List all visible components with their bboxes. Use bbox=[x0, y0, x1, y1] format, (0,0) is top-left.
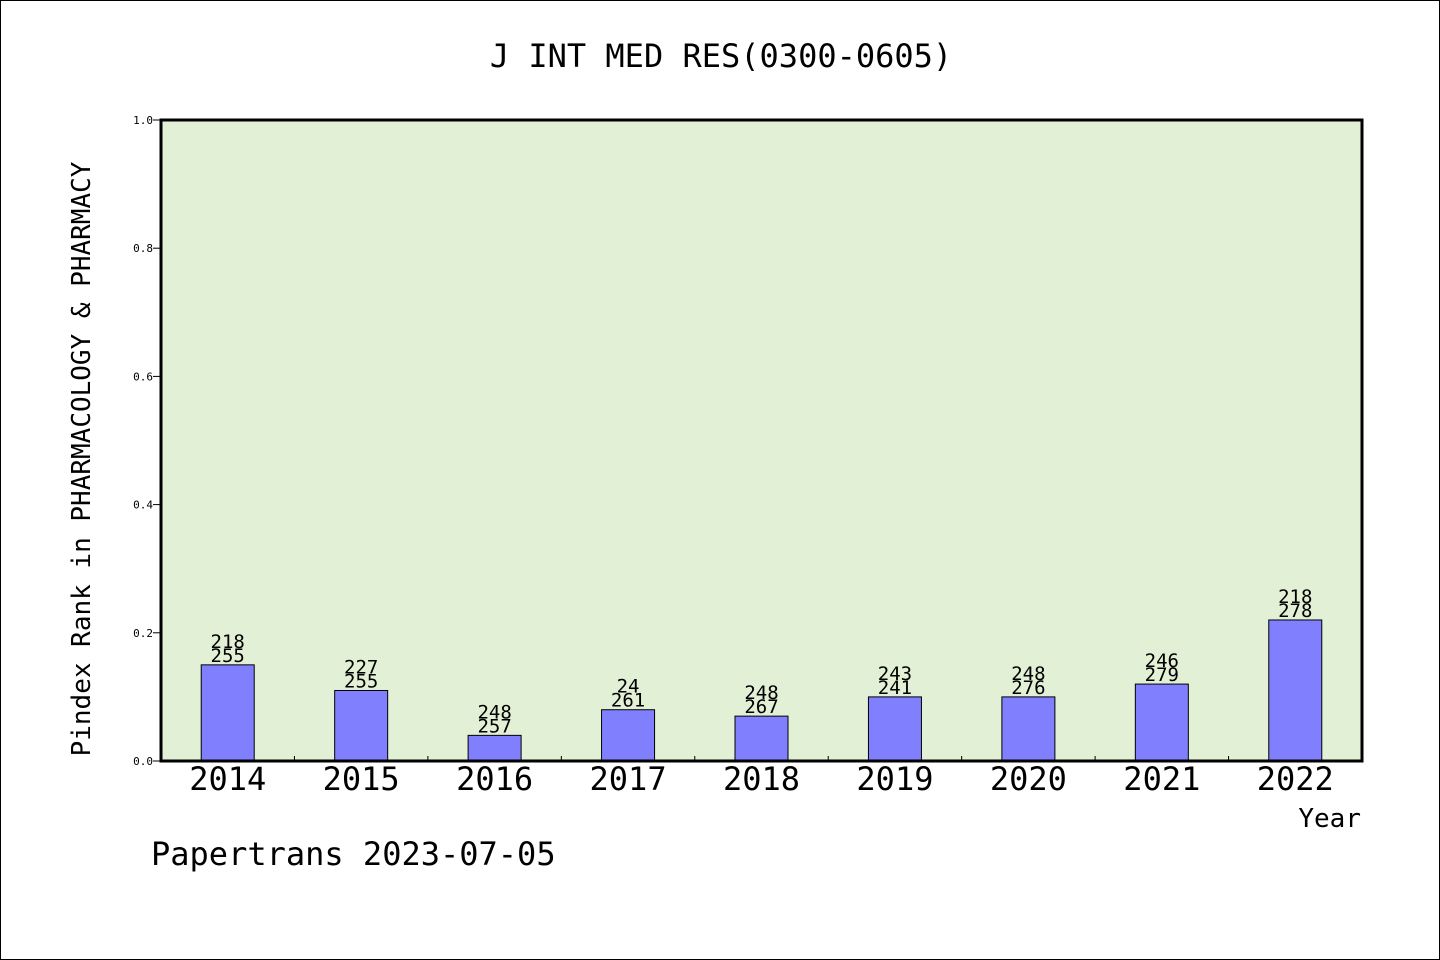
x-tick-label: 2020 bbox=[990, 760, 1067, 798]
bar-label-bottom: 276 bbox=[1011, 677, 1045, 699]
y-axis-ticks: 0.0 0.2 0.4 0.6 0.8 1.0 bbox=[133, 114, 161, 768]
bar bbox=[734, 715, 789, 762]
bars-group bbox=[200, 619, 1323, 762]
bar bbox=[601, 709, 656, 762]
bar-label-top: 248 bbox=[1011, 663, 1045, 685]
bar bbox=[1134, 683, 1189, 762]
plot-area bbox=[161, 120, 1362, 761]
bar-label-top: 218 bbox=[1278, 586, 1312, 608]
x-tick-label: 2016 bbox=[456, 760, 533, 798]
bar bbox=[1001, 696, 1056, 762]
y-tick-label: 0.6 bbox=[133, 370, 153, 383]
bar-label-bottom: 261 bbox=[611, 690, 645, 712]
bar bbox=[200, 664, 255, 762]
y-axis-label: Pindex Rank in PHARMACOLOGY & PHARMACY bbox=[67, 161, 97, 756]
footer-source: Papertrans 2023-07-05 bbox=[151, 835, 556, 873]
x-tick-label: 2014 bbox=[189, 760, 266, 798]
chart-title: J INT MED RES(0300-0605) bbox=[490, 37, 952, 75]
x-tick-label: 2019 bbox=[856, 760, 933, 798]
y-tick-label: 1.0 bbox=[133, 114, 153, 127]
bar-label-bottom: 255 bbox=[211, 645, 245, 667]
x-tick-label: 2018 bbox=[723, 760, 800, 798]
bar-label-bottom: 279 bbox=[1145, 664, 1179, 686]
x-axis-label: Year bbox=[1298, 804, 1361, 834]
x-axis-ticks: 2014 2015 2016 2017 2018 2019 2020 2021 2022 bbox=[189, 756, 1334, 798]
bar bbox=[334, 689, 389, 762]
x-tick-label: 2015 bbox=[323, 760, 400, 798]
y-tick-label: 0.4 bbox=[133, 499, 153, 512]
x-tick-label: 2022 bbox=[1257, 760, 1334, 798]
bar-label-top: 24 bbox=[617, 676, 640, 698]
bar bbox=[867, 696, 922, 762]
y-tick-label: 0.2 bbox=[133, 627, 153, 640]
bar-label-top: 248 bbox=[477, 701, 511, 723]
bar-label-top: 227 bbox=[344, 656, 378, 678]
bar-label-top: 246 bbox=[1145, 650, 1179, 672]
bar-label-top: 243 bbox=[878, 663, 912, 685]
bar bbox=[1268, 619, 1323, 762]
bar-label-bottom: 278 bbox=[1278, 600, 1312, 622]
bar-label-top: 248 bbox=[744, 682, 778, 704]
bar-label-top: 218 bbox=[211, 631, 245, 653]
bar-label-bottom: 257 bbox=[477, 715, 511, 737]
bar-label-bottom: 255 bbox=[344, 670, 378, 692]
y-tick-label: 0.8 bbox=[133, 242, 153, 255]
x-tick-label: 2021 bbox=[1123, 760, 1200, 798]
plot-frame bbox=[159, 118, 1364, 763]
bar bbox=[467, 734, 522, 762]
x-tick-label: 2017 bbox=[590, 760, 667, 798]
y-tick-label: 0.0 bbox=[133, 755, 153, 768]
bar-label-bottom: 267 bbox=[744, 696, 778, 718]
bar-label-bottom: 241 bbox=[878, 677, 912, 699]
